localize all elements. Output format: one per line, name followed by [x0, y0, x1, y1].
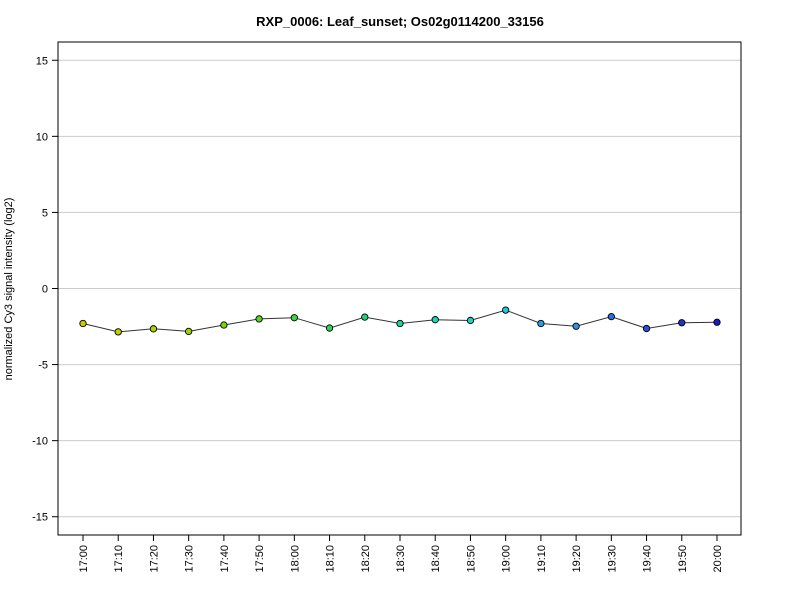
- chart-title: RXP_0006: Leaf_sunset; Os02g0114200_3315…: [256, 14, 544, 29]
- data-point: [537, 319, 545, 328]
- data-point: [713, 318, 721, 326]
- x-tick-label: 18:40: [430, 545, 442, 573]
- x-tick-label: 17:50: [254, 545, 266, 573]
- x-tick-label: 18:30: [395, 545, 407, 573]
- axes: 15 10 5 0 -5 -10 -15 17:00 17:10 17:20 17:30 17:40 1…: [32, 55, 724, 572]
- x-tick-label: 17:40: [219, 545, 231, 573]
- x-tick-label: 19:00: [501, 545, 513, 573]
- y-tick-label: -15: [32, 512, 48, 524]
- data-point: [220, 321, 228, 329]
- y-tick-label: 0: [42, 284, 48, 296]
- y-tick-label: -10: [32, 436, 48, 448]
- data-point: [79, 319, 87, 328]
- data-point: [466, 316, 475, 325]
- x-tick-label: 19:30: [606, 545, 618, 573]
- x-tick-label: 18:50: [465, 545, 477, 573]
- x-tick-label: 17:10: [113, 545, 125, 573]
- data-point: [396, 319, 404, 328]
- y-tick-label: -5: [38, 360, 48, 372]
- x-tick-label: 19:10: [536, 545, 548, 573]
- y-tick-label: 5: [42, 207, 48, 219]
- data-point: [290, 314, 298, 322]
- grid-lines: [58, 59, 741, 518]
- data-point: [431, 316, 439, 324]
- x-tick-label: 17:00: [78, 545, 90, 573]
- x-tick-label: 17:30: [184, 545, 196, 573]
- y-tick-label: 15: [36, 55, 48, 67]
- data-point: [114, 328, 122, 336]
- data-point: [361, 313, 369, 321]
- x-tick-label: 17:20: [148, 545, 160, 573]
- data-point: [255, 315, 263, 323]
- data-point: [502, 306, 510, 314]
- x-tick-label: 18:10: [325, 545, 337, 573]
- y-axis-label: normalized Cy3 signal intensity (log2): [3, 198, 15, 381]
- data-point: [642, 324, 651, 333]
- x-tick-label: 20:00: [712, 545, 724, 573]
- x-tick-label: 19:20: [571, 545, 583, 573]
- data-point: [325, 324, 334, 332]
- x-tick-label: 19:50: [677, 545, 689, 573]
- y-tick-label: 10: [36, 131, 48, 143]
- data-point: [572, 322, 580, 330]
- data-point: [149, 325, 158, 333]
- data-point: [678, 319, 686, 327]
- x-tick-label: 18:00: [289, 545, 301, 573]
- data-series: [79, 306, 721, 336]
- x-tick-label: 18:20: [360, 545, 372, 573]
- data-point: [185, 327, 193, 336]
- data-point: [607, 312, 615, 321]
- x-tick-label: 19:40: [642, 545, 654, 573]
